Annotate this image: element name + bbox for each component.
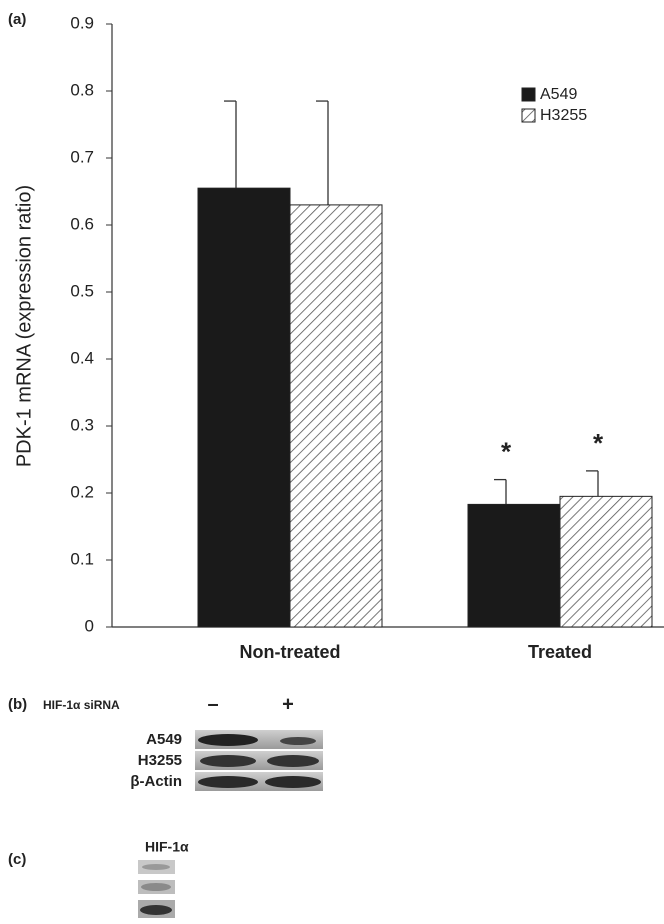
blot-row-label: H3255 [138, 752, 182, 769]
panel-label: (b) [8, 696, 27, 713]
treatment-label: HIF-1α siRNA [43, 698, 120, 712]
x-tick-label: Non-treated [239, 642, 340, 662]
y-tick-label: 0.6 [70, 214, 94, 233]
bar [198, 188, 290, 627]
bar [468, 504, 560, 627]
figure: (a) PDK-1 mRNA (expression ratio) (b) HI… [0, 0, 664, 924]
y-tick-label: 0.4 [70, 348, 94, 367]
panel-title: HIF-1α [145, 839, 189, 855]
y-tick-label: 0.5 [70, 281, 94, 300]
y-tick-label: 0.9 [70, 13, 94, 32]
panel-label: (c) [8, 851, 26, 868]
y-tick-label: 0.1 [70, 549, 94, 568]
blot-row-label: A549 [146, 731, 182, 748]
legend-swatch [522, 109, 535, 122]
blot-image [138, 860, 175, 918]
blot-image [195, 730, 323, 791]
legend-swatch [522, 88, 535, 101]
y-tick-label: 0 [85, 616, 94, 635]
condition-label: – [207, 693, 218, 715]
panel-label: (a) [8, 11, 26, 28]
annotation: * [593, 428, 604, 458]
y-tick-label: 0.8 [70, 80, 94, 99]
blot-row-label: β-Actin [130, 773, 182, 790]
x-tick-label: Treated [528, 642, 592, 662]
bar [560, 496, 652, 627]
y-axis-label: PDK-1 mRNA (expression ratio) [13, 185, 35, 467]
y-tick-label: 0.7 [70, 147, 94, 166]
y-tick-label: 0.3 [70, 415, 94, 434]
legend-label: A549 [540, 86, 577, 103]
y-tick-label: 0.2 [70, 482, 94, 501]
condition-label: + [282, 693, 294, 715]
annotation: * [501, 436, 512, 466]
legend-label: H3255 [540, 107, 587, 124]
bar [290, 205, 382, 627]
